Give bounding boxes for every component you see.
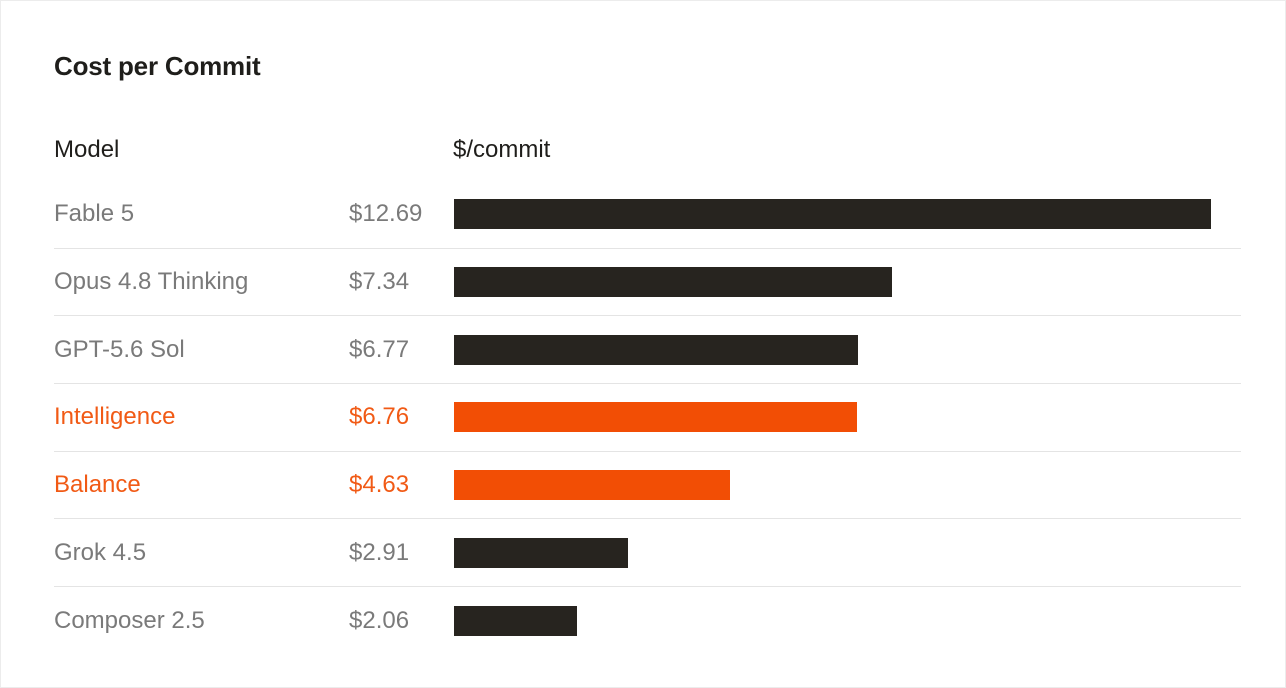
model-name-label: Intelligence <box>54 403 176 431</box>
bar <box>454 334 858 365</box>
chart-title: Cost per Commit <box>54 51 261 81</box>
bar <box>454 267 892 298</box>
bar-row: Composer 2.5 $2.06 <box>54 587 1241 655</box>
cost-value-label: $6.77 <box>349 335 410 363</box>
bar-row: Fable 5 $12.69 <box>54 181 1241 249</box>
bar <box>454 606 577 637</box>
model-name-label: Composer 2.5 <box>54 607 205 635</box>
bar-row: GPT-5.6 Sol $6.77 <box>54 316 1241 385</box>
model-name-label: Opus 4.8 Thinking <box>54 268 249 296</box>
bar-row: Grok 4.5 $2.91 <box>54 520 1241 588</box>
bar <box>454 402 858 433</box>
bar <box>454 470 731 501</box>
bar-row: Balance $4.63 <box>54 452 1241 520</box>
bar-row: Intelligence $6.76 <box>54 384 1241 452</box>
bar <box>454 537 628 568</box>
bar <box>454 199 1211 230</box>
cost-value-label: $2.91 <box>349 538 410 566</box>
column-header-cost: $/commit <box>453 136 551 163</box>
cost-value-label: $6.76 <box>349 403 410 431</box>
model-name-label: GPT-5.6 Sol <box>54 335 185 363</box>
model-name-label: Grok 4.5 <box>54 538 147 566</box>
cost-value-label: $4.63 <box>349 471 410 499</box>
model-name-label: Balance <box>54 471 141 499</box>
cost-value-label: $2.06 <box>349 607 410 635</box>
model-name-label: Fable 5 <box>54 200 135 228</box>
bar-row: Opus 4.8 Thinking $7.34 <box>54 249 1241 317</box>
cost-value-label: $7.34 <box>349 268 410 296</box>
cost-value-label: $12.69 <box>349 200 423 228</box>
column-header-model: Model <box>54 136 120 163</box>
